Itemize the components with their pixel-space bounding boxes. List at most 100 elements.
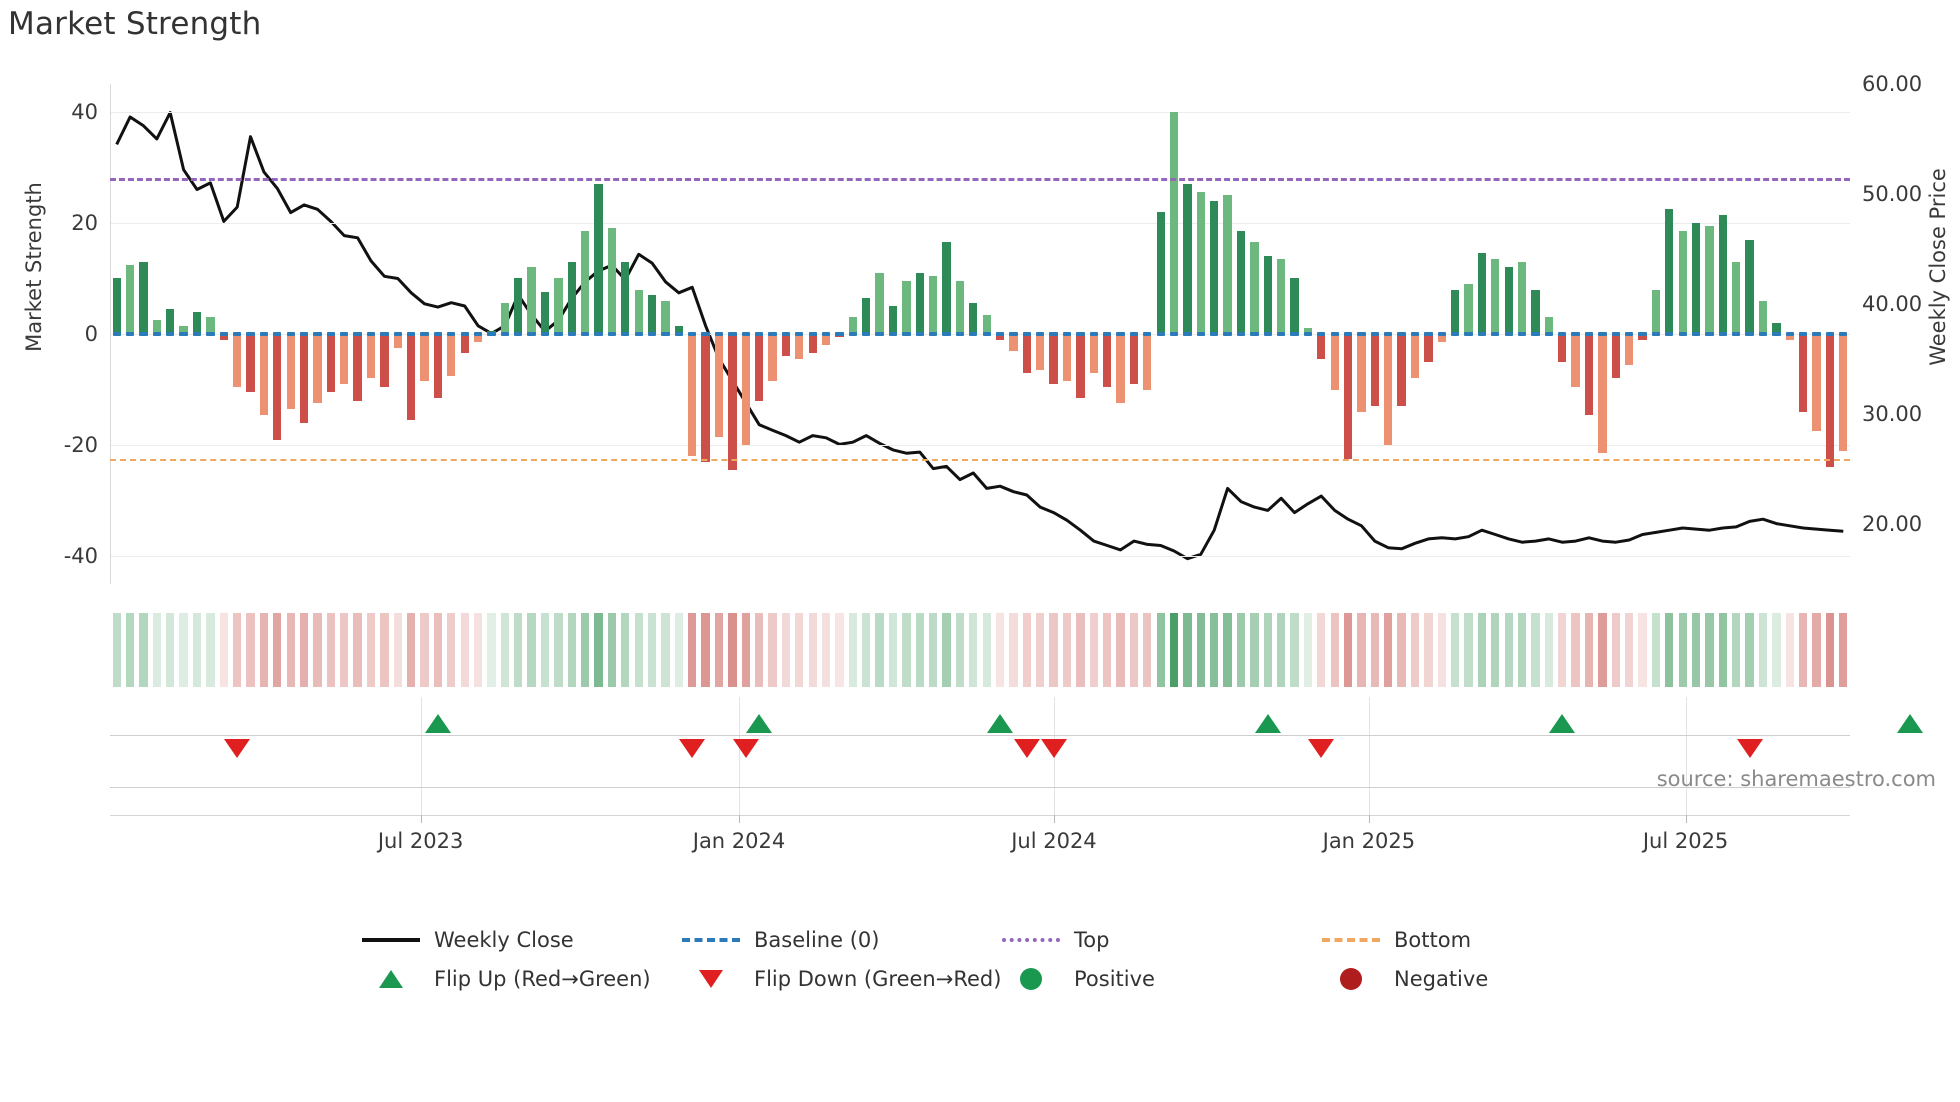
heatmap-cell[interactable] xyxy=(380,613,389,687)
legend-item[interactable]: Baseline (0) xyxy=(680,928,1000,952)
flip-down-marker[interactable] xyxy=(679,739,706,758)
strength-bar[interactable] xyxy=(594,184,603,334)
strength-bar[interactable] xyxy=(206,317,215,334)
heatmap-cell[interactable] xyxy=(634,613,643,687)
heatmap-cell[interactable] xyxy=(407,613,416,687)
heatmap-cell[interactable] xyxy=(1584,613,1594,687)
strength-bar[interactable] xyxy=(848,317,857,334)
strength-bar[interactable] xyxy=(540,292,550,334)
heatmap-cell[interactable] xyxy=(1036,613,1045,687)
strength-bar[interactable] xyxy=(1437,334,1446,343)
heatmap-cell[interactable] xyxy=(1544,613,1553,687)
strength-bar[interactable] xyxy=(581,231,590,334)
heatmap-cell[interactable] xyxy=(1303,613,1313,687)
strength-bar[interactable] xyxy=(340,334,349,384)
strength-bar[interactable] xyxy=(701,334,710,462)
strength-bar[interactable] xyxy=(741,334,750,446)
heatmap-cell[interactable] xyxy=(1049,613,1058,687)
heatmap-cell[interactable] xyxy=(487,613,496,687)
strength-bar[interactable] xyxy=(728,334,737,471)
heatmap-cell[interactable] xyxy=(473,613,483,687)
heatmap-cell[interactable] xyxy=(514,613,523,687)
strength-bar[interactable] xyxy=(1103,334,1112,387)
heatmap-cell[interactable] xyxy=(540,613,550,687)
heatmap-cell[interactable] xyxy=(1343,613,1353,687)
strength-bar[interactable] xyxy=(1410,334,1420,379)
heatmap-cell[interactable] xyxy=(527,613,536,687)
strength-bar[interactable] xyxy=(1571,334,1580,387)
strength-bar[interactable] xyxy=(326,334,335,393)
strength-bar[interactable] xyxy=(554,278,563,334)
heatmap-cell[interactable] xyxy=(554,613,563,687)
heatmap-cell[interactable] xyxy=(1250,613,1259,687)
strength-bar[interactable] xyxy=(1384,334,1393,446)
heatmap-cell[interactable] xyxy=(166,613,175,687)
strength-bar[interactable] xyxy=(1076,334,1085,398)
strength-bar[interactable] xyxy=(407,334,416,421)
heatmap-cell[interactable] xyxy=(1116,613,1125,687)
strength-bar[interactable] xyxy=(366,334,376,379)
strength-bar[interactable] xyxy=(473,334,483,343)
strength-bar[interactable] xyxy=(915,272,924,334)
heatmap-cell[interactable] xyxy=(1745,613,1754,687)
heatmap-cell[interactable] xyxy=(808,613,817,687)
strength-bar[interactable] xyxy=(942,242,951,334)
heatmap-cell[interactable] xyxy=(848,613,857,687)
strength-bar[interactable] xyxy=(125,264,135,334)
strength-bar[interactable] xyxy=(1745,239,1754,334)
legend-item[interactable]: Flip Up (Red→Green) xyxy=(360,967,680,991)
strength-bar[interactable] xyxy=(1089,334,1098,373)
heatmap-cell[interactable] xyxy=(1223,613,1232,687)
flip-down-marker[interactable] xyxy=(1308,739,1335,758)
heatmap-cell[interactable] xyxy=(714,613,724,687)
heatmap-cell[interactable] xyxy=(1410,613,1420,687)
heatmap-cell[interactable] xyxy=(1531,613,1540,687)
heatmap-cell[interactable] xyxy=(366,613,376,687)
strength-bar[interactable] xyxy=(259,334,269,415)
strength-bar[interactable] xyxy=(1772,322,1781,334)
strength-bar[interactable] xyxy=(714,334,724,437)
heatmap-cell[interactable] xyxy=(1517,613,1527,687)
heatmap-cell[interactable] xyxy=(594,613,603,687)
heatmap-cell[interactable] xyxy=(1611,613,1620,687)
legend-item[interactable]: Negative xyxy=(1320,967,1620,991)
heatmap-cell[interactable] xyxy=(1290,613,1299,687)
heatmap-cell[interactable] xyxy=(1196,613,1205,687)
strength-bar[interactable] xyxy=(1343,334,1353,459)
heatmap-cell[interactable] xyxy=(1062,613,1072,687)
strength-bar[interactable] xyxy=(1531,289,1540,334)
strength-bar[interactable] xyxy=(567,261,576,334)
strength-bar[interactable] xyxy=(1651,289,1661,334)
strength-bar[interactable] xyxy=(1196,192,1205,334)
heatmap-cell[interactable] xyxy=(728,613,737,687)
heatmap-cell[interactable] xyxy=(1129,613,1139,687)
strength-bar[interactable] xyxy=(781,334,791,357)
strength-bar[interactable] xyxy=(433,334,443,398)
strength-bar[interactable] xyxy=(902,281,911,334)
heatmap-cell[interactable] xyxy=(1812,613,1821,687)
strength-bar[interactable] xyxy=(661,300,670,334)
heatmap-cell[interactable] xyxy=(1772,613,1781,687)
flip-down-marker[interactable] xyxy=(224,739,251,758)
strength-bar[interactable] xyxy=(1638,334,1647,340)
heatmap-cell[interactable] xyxy=(1839,613,1848,687)
heatmap-cell[interactable] xyxy=(661,613,670,687)
strength-bar[interactable] xyxy=(1062,334,1072,382)
heatmap-cell[interactable] xyxy=(647,613,657,687)
heatmap-cell[interactable] xyxy=(888,613,898,687)
strength-bar[interactable] xyxy=(1049,334,1058,384)
strength-bar[interactable] xyxy=(795,334,804,359)
strength-bar[interactable] xyxy=(1156,211,1165,334)
strength-bar[interactable] xyxy=(112,278,121,334)
heatmap-cell[interactable] xyxy=(1464,613,1473,687)
heatmap-cell[interactable] xyxy=(1705,613,1714,687)
heatmap-cell[interactable] xyxy=(1799,613,1808,687)
heatmap-cell[interactable] xyxy=(447,613,456,687)
heatmap-cell[interactable] xyxy=(1558,613,1567,687)
heatmap-cell[interactable] xyxy=(621,613,630,687)
heatmap-cell[interactable] xyxy=(1076,613,1085,687)
strength-bar[interactable] xyxy=(1451,289,1460,334)
heatmap-cell[interactable] xyxy=(1491,613,1500,687)
heatmap-cell[interactable] xyxy=(139,613,148,687)
heatmap-cell[interactable] xyxy=(299,613,309,687)
